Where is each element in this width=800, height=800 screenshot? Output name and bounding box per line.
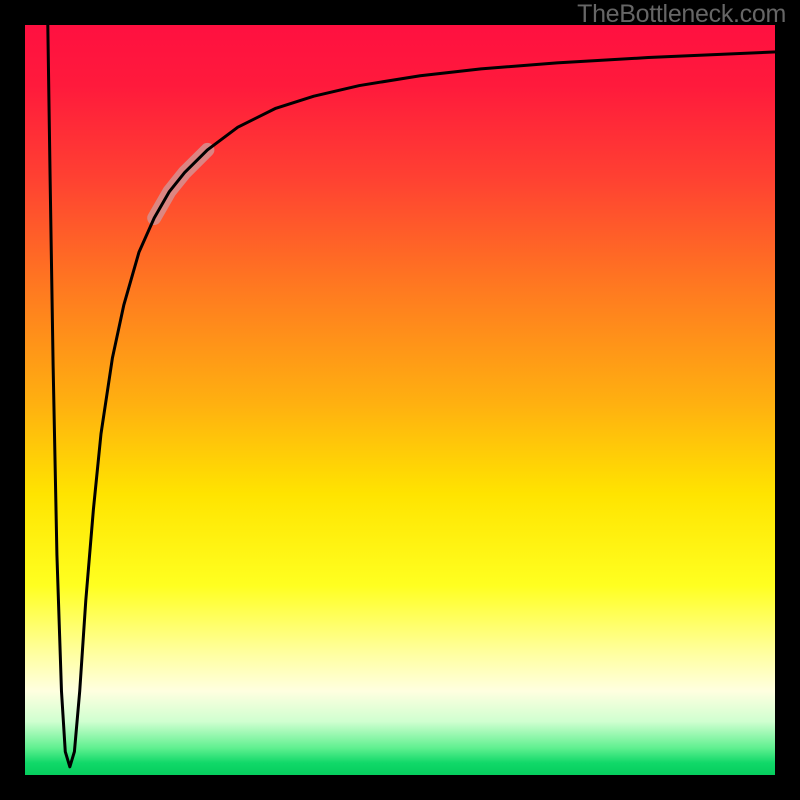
plot-background [25, 25, 785, 782]
chart-container: TheBottleneck.com [0, 0, 800, 800]
bottleneck-chart [0, 0, 800, 800]
